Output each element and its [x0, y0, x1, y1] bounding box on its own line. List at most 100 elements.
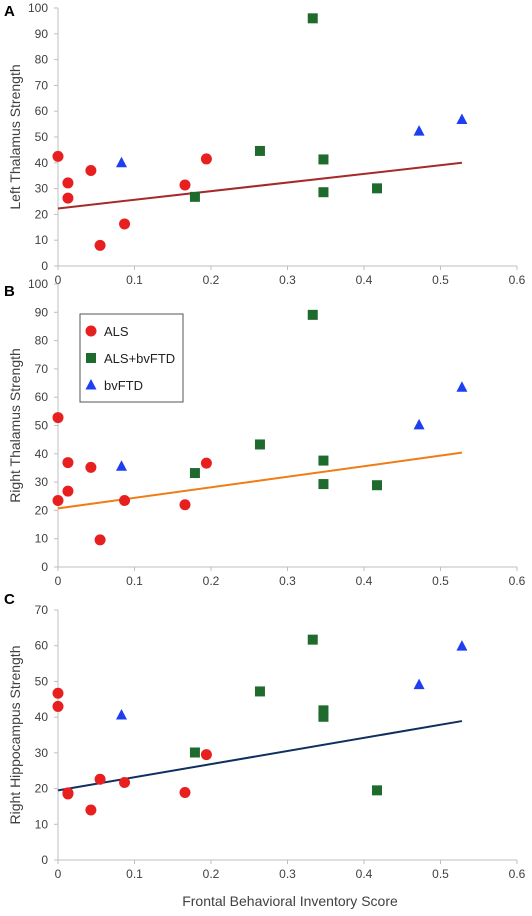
y-tick-label: 20 [35, 207, 49, 221]
x-tick-label: 0.4 [356, 867, 373, 881]
data-point-circle [119, 218, 131, 230]
x-tick-label: 0 [55, 867, 62, 881]
data-point-triangle [115, 709, 127, 720]
data-point-square [307, 634, 318, 645]
x-tick-label: 0.1 [126, 574, 143, 588]
y-tick-label: 70 [35, 603, 49, 617]
data-point-circle [200, 457, 212, 469]
trendline [57, 161, 463, 210]
y-tick-label: 20 [35, 503, 49, 517]
y-tick-label: 10 [35, 233, 49, 247]
x-tick-label: 0.1 [126, 273, 143, 287]
data-point-circle [179, 787, 191, 798]
data-point-circle [94, 773, 106, 785]
y-tick-label: 80 [35, 334, 49, 348]
data-point-circle [85, 165, 97, 177]
panel-letter: C [4, 591, 15, 608]
legend-label: bvFTD [104, 378, 143, 393]
panel-letter: B [4, 283, 15, 300]
data-point-square [189, 468, 200, 479]
y-tick-label: 90 [35, 305, 49, 319]
data-point-circle [200, 749, 212, 761]
data-point-square [318, 455, 329, 466]
y-tick-label: 90 [35, 27, 49, 41]
x-tick-label: 0.1 [126, 867, 143, 881]
y-tick-label: 60 [35, 390, 49, 404]
x-tick-label: 0.6 [509, 273, 526, 287]
data-point-circle [52, 700, 64, 712]
data-point-square [372, 480, 383, 491]
y-axis-title: Left Thalamus Strength [7, 64, 23, 209]
data-point-circle [52, 687, 64, 699]
y-tick-label: 40 [35, 447, 49, 461]
data-point-triangle [115, 460, 127, 471]
panel-a: 0 10 20 30 40 50 60 70 80 90 100 0 0.1 0.2 0.3 0.4 0.5 0.… [4, 1, 526, 287]
data-point-circle [94, 239, 106, 251]
y-tick-label: 60 [35, 104, 49, 118]
data-point-circle [119, 777, 131, 788]
x-tick-label: 0.5 [432, 574, 449, 588]
y-tick-label: 70 [35, 78, 49, 92]
y-tick-label: 60 [35, 639, 49, 653]
data-point-circle [62, 177, 74, 189]
data-point-circle [52, 412, 64, 424]
legend-box [79, 313, 184, 403]
data-point-circle [62, 485, 74, 497]
data-point-circle [119, 494, 131, 506]
data-point-circle [179, 499, 191, 511]
y-tick-label: 0 [41, 560, 48, 574]
y-tick-label: 100 [28, 1, 48, 15]
data-point-square [307, 309, 318, 320]
data-point-square [254, 439, 265, 450]
data-point-square [372, 785, 383, 796]
y-tick-label: 50 [35, 130, 49, 144]
data-point-triangle [413, 418, 425, 430]
data-point-circle [62, 788, 74, 800]
data-point-circle [179, 179, 191, 191]
data-point-square [189, 747, 200, 758]
x-tick-label: 0.2 [203, 273, 220, 287]
x-tick-label: 0.2 [203, 574, 220, 588]
y-tick-label: 80 [35, 53, 49, 67]
x-tick-label: 0.3 [279, 574, 296, 588]
y-tick-label: 50 [35, 419, 49, 433]
x-tick-label: 0.3 [279, 273, 296, 287]
y-tick-label: 40 [35, 710, 49, 724]
x-tick-label: 0.6 [509, 574, 526, 588]
y-tick-label: 50 [35, 674, 49, 688]
x-tick-label: 0.5 [432, 867, 449, 881]
y-axis-title: Right Thalamus Strength [7, 348, 23, 503]
y-tick-label: 30 [35, 475, 49, 489]
y-tick-label: 10 [35, 817, 49, 831]
data-point-square [254, 145, 265, 156]
legend-marker-triangle [85, 379, 97, 390]
y-tick-label: 10 [35, 532, 49, 546]
data-point-circle [52, 150, 64, 162]
y-tick-label: 30 [35, 746, 49, 760]
trendline [57, 720, 463, 792]
data-point-square [372, 183, 383, 194]
data-point-square [189, 191, 200, 202]
x-tick-label: 0.2 [203, 867, 220, 881]
data-point-square [318, 187, 329, 198]
x-tick-label: 0.5 [432, 273, 449, 287]
y-tick-label: 40 [35, 156, 49, 170]
y-axis-title: Right Hippocampus Strength [7, 646, 23, 825]
data-point-square [318, 711, 329, 722]
x-tick-label: 0.3 [279, 867, 296, 881]
data-point-square [318, 154, 329, 165]
y-tick-label: 70 [35, 362, 49, 376]
x-tick-label: 0.6 [509, 867, 526, 881]
y-tick-label: 100 [28, 277, 48, 291]
data-point-circle [94, 534, 106, 546]
y-tick-label: 0 [41, 853, 48, 867]
data-point-square [318, 705, 329, 716]
x-tick-label: 0.4 [356, 273, 373, 287]
data-point-circle [62, 192, 74, 204]
legend-marker-square [86, 353, 96, 363]
data-point-triangle [115, 156, 127, 168]
panel-letter: A [4, 3, 15, 20]
legend-label: ALS+bvFTD [104, 351, 175, 366]
data-point-triangle [456, 113, 468, 124]
